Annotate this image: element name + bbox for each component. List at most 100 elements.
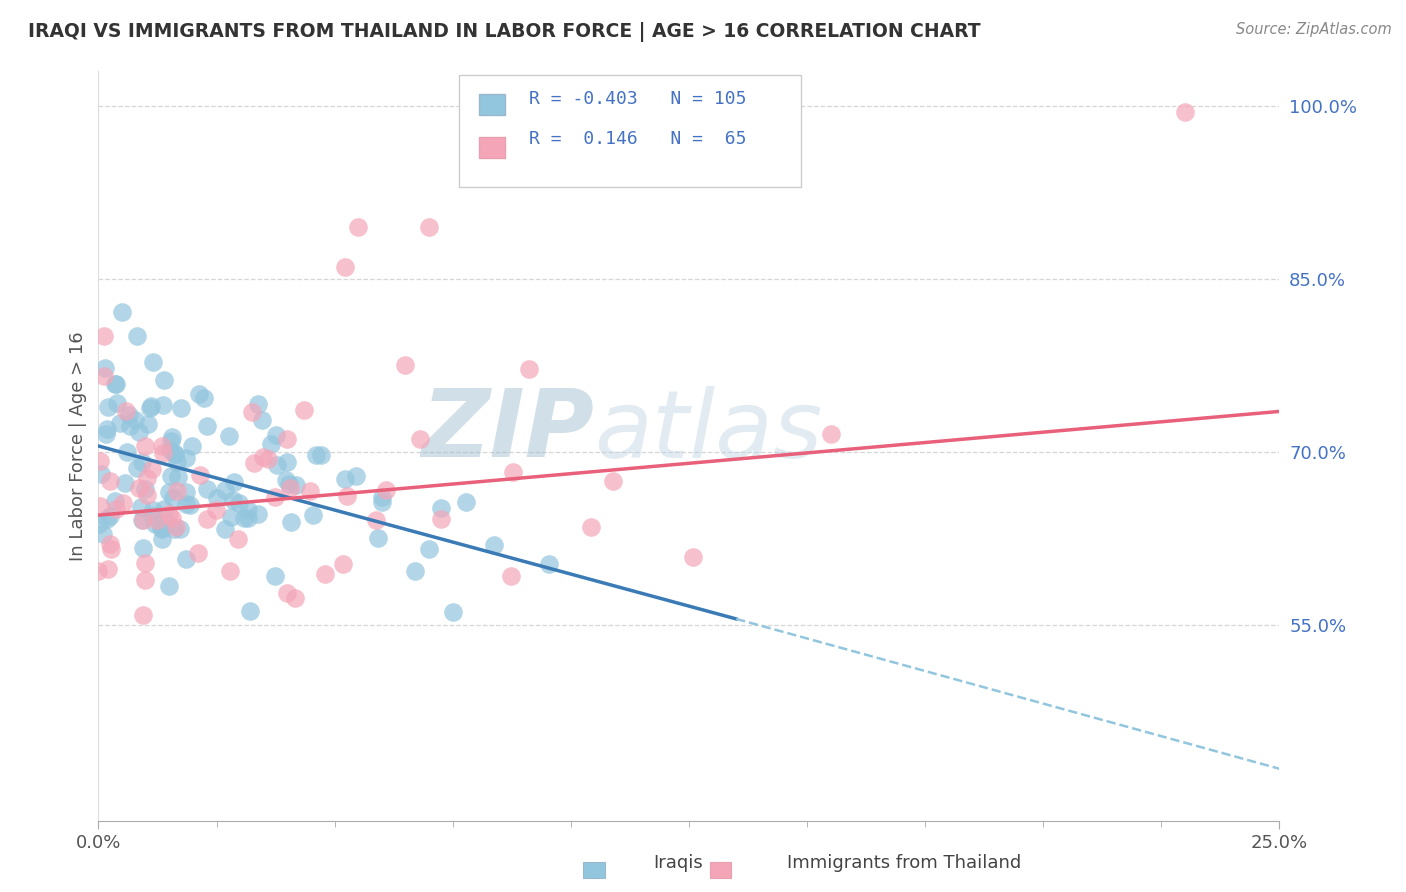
Point	[174, 497, 197, 511]
Point	[124, 413, 146, 427]
Point	[278, 481, 301, 495]
Point	[502, 465, 524, 479]
Point	[89, 499, 111, 513]
Point	[141, 508, 163, 523]
Text: R = -0.403   N = 105: R = -0.403 N = 105	[530, 90, 747, 108]
Point	[179, 498, 201, 512]
Point	[134, 440, 156, 454]
Point	[136, 488, 159, 502]
Point	[218, 429, 240, 443]
Point	[252, 412, 274, 426]
Point	[195, 418, 218, 433]
Point	[163, 447, 186, 461]
Point	[131, 455, 153, 469]
Point	[264, 490, 287, 504]
Text: atlas: atlas	[595, 385, 823, 476]
Point	[276, 473, 298, 487]
Point	[128, 425, 150, 439]
Point	[132, 512, 155, 526]
Point	[96, 422, 118, 436]
Point	[371, 495, 394, 509]
Point	[100, 541, 122, 556]
Point	[266, 427, 288, 442]
Point	[263, 569, 285, 583]
Point	[153, 502, 176, 516]
Point	[146, 513, 169, 527]
Text: Immigrants from Thailand: Immigrants from Thailand	[787, 855, 1022, 872]
Point	[222, 475, 245, 490]
Point	[96, 512, 118, 526]
Point	[155, 515, 177, 529]
Point	[125, 329, 148, 343]
Point	[143, 517, 166, 532]
Point	[136, 417, 159, 432]
Point	[335, 260, 357, 275]
FancyBboxPatch shape	[478, 136, 505, 158]
Point	[134, 573, 156, 587]
Point	[260, 437, 283, 451]
Point	[205, 503, 228, 517]
Point	[129, 500, 152, 514]
Point	[139, 399, 162, 413]
Point	[114, 404, 136, 418]
Point	[169, 401, 191, 416]
Point	[165, 520, 187, 534]
Point	[153, 373, 176, 387]
Point	[167, 469, 190, 483]
Point	[239, 604, 262, 618]
Point	[114, 475, 136, 490]
Point	[97, 401, 120, 415]
Point	[484, 538, 506, 552]
Y-axis label: In Labor Force | Age > 16: In Labor Force | Age > 16	[69, 331, 87, 561]
Point	[418, 219, 440, 234]
Point	[404, 564, 426, 578]
Point	[132, 608, 155, 623]
Point	[160, 511, 183, 525]
Point	[152, 398, 174, 412]
Point	[682, 550, 704, 565]
Point	[152, 446, 174, 460]
Point	[441, 605, 464, 619]
Point	[187, 386, 209, 401]
Point	[108, 416, 131, 430]
Point	[309, 448, 332, 462]
Point	[238, 511, 260, 525]
Point	[166, 455, 188, 469]
Point	[214, 483, 236, 497]
Point	[135, 471, 157, 485]
Point	[347, 219, 370, 234]
Point	[266, 458, 288, 472]
FancyBboxPatch shape	[478, 94, 505, 115]
Point	[98, 474, 121, 488]
FancyBboxPatch shape	[458, 75, 801, 187]
Point	[111, 304, 134, 318]
Point	[159, 484, 181, 499]
Point	[374, 483, 396, 497]
Point	[538, 557, 561, 571]
Point	[333, 472, 356, 486]
Point	[454, 495, 477, 509]
Point	[292, 403, 315, 417]
Point	[93, 368, 115, 383]
Point	[276, 586, 298, 600]
Point	[163, 522, 186, 536]
Point	[157, 579, 180, 593]
Point	[280, 515, 302, 529]
Text: Iraqis: Iraqis	[654, 855, 703, 872]
Point	[193, 391, 215, 405]
Point	[240, 405, 263, 419]
Point	[247, 397, 270, 411]
Point	[118, 408, 141, 422]
Point	[1174, 104, 1197, 119]
Point	[429, 512, 451, 526]
Point	[93, 329, 115, 343]
Point	[207, 491, 229, 506]
Text: IRAQI VS IMMIGRANTS FROM THAILAND IN LABOR FORCE | AGE > 16 CORRELATION CHART: IRAQI VS IMMIGRANTS FROM THAILAND IN LAB…	[28, 22, 981, 42]
Point	[233, 511, 256, 525]
Point	[96, 426, 118, 441]
Point	[169, 522, 191, 536]
Point	[150, 521, 173, 535]
Point	[257, 452, 280, 467]
Point	[214, 521, 236, 535]
Point	[645, 168, 668, 182]
